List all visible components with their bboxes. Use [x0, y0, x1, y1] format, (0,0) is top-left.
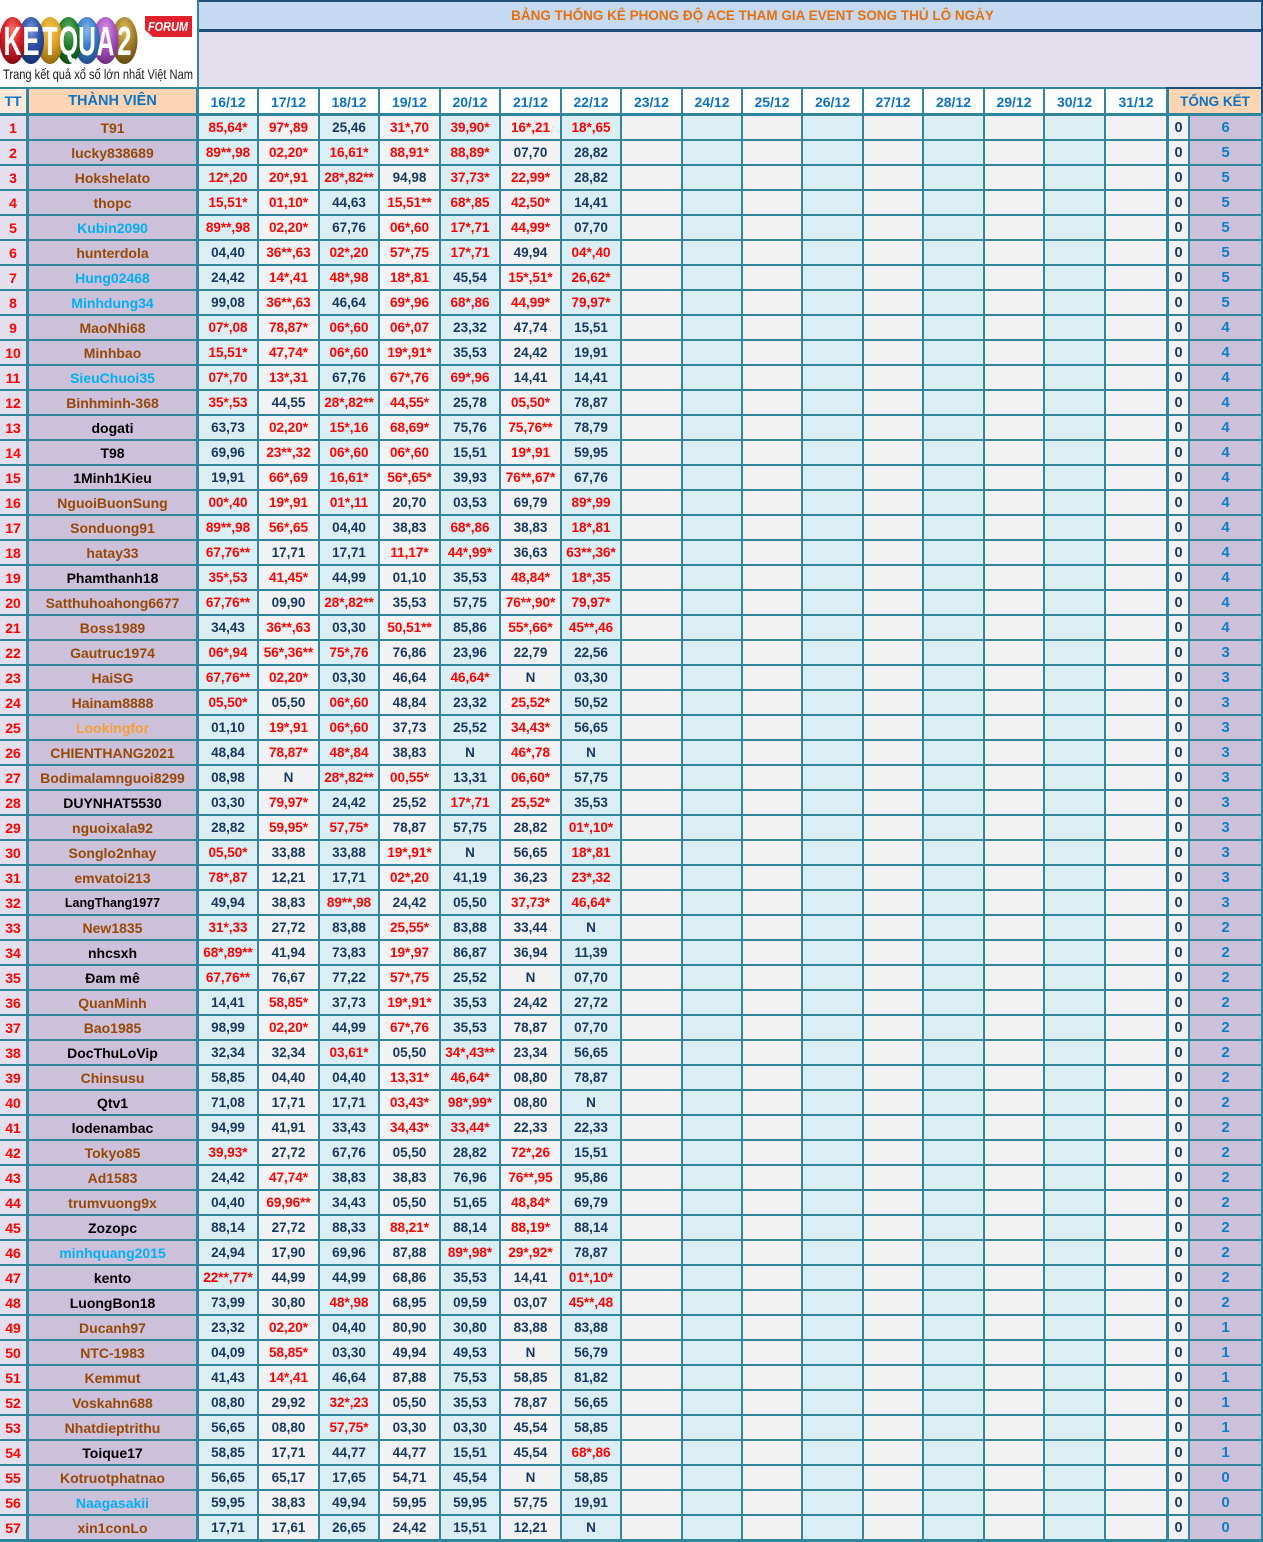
svg-text:U: U — [78, 19, 96, 65]
svg-text:E: E — [23, 19, 40, 65]
svg-text:2: 2 — [117, 19, 131, 65]
svg-text:T: T — [42, 19, 58, 65]
svg-text:K: K — [4, 19, 22, 65]
svg-text:FORUM: FORUM — [148, 20, 189, 34]
svg-text:Q: Q — [59, 19, 78, 65]
svg-text:Trang kết quả xổ số lớn nhất V: Trang kết quả xổ số lớn nhất Việt Nam — [3, 66, 193, 82]
svg-text:A: A — [97, 19, 115, 65]
